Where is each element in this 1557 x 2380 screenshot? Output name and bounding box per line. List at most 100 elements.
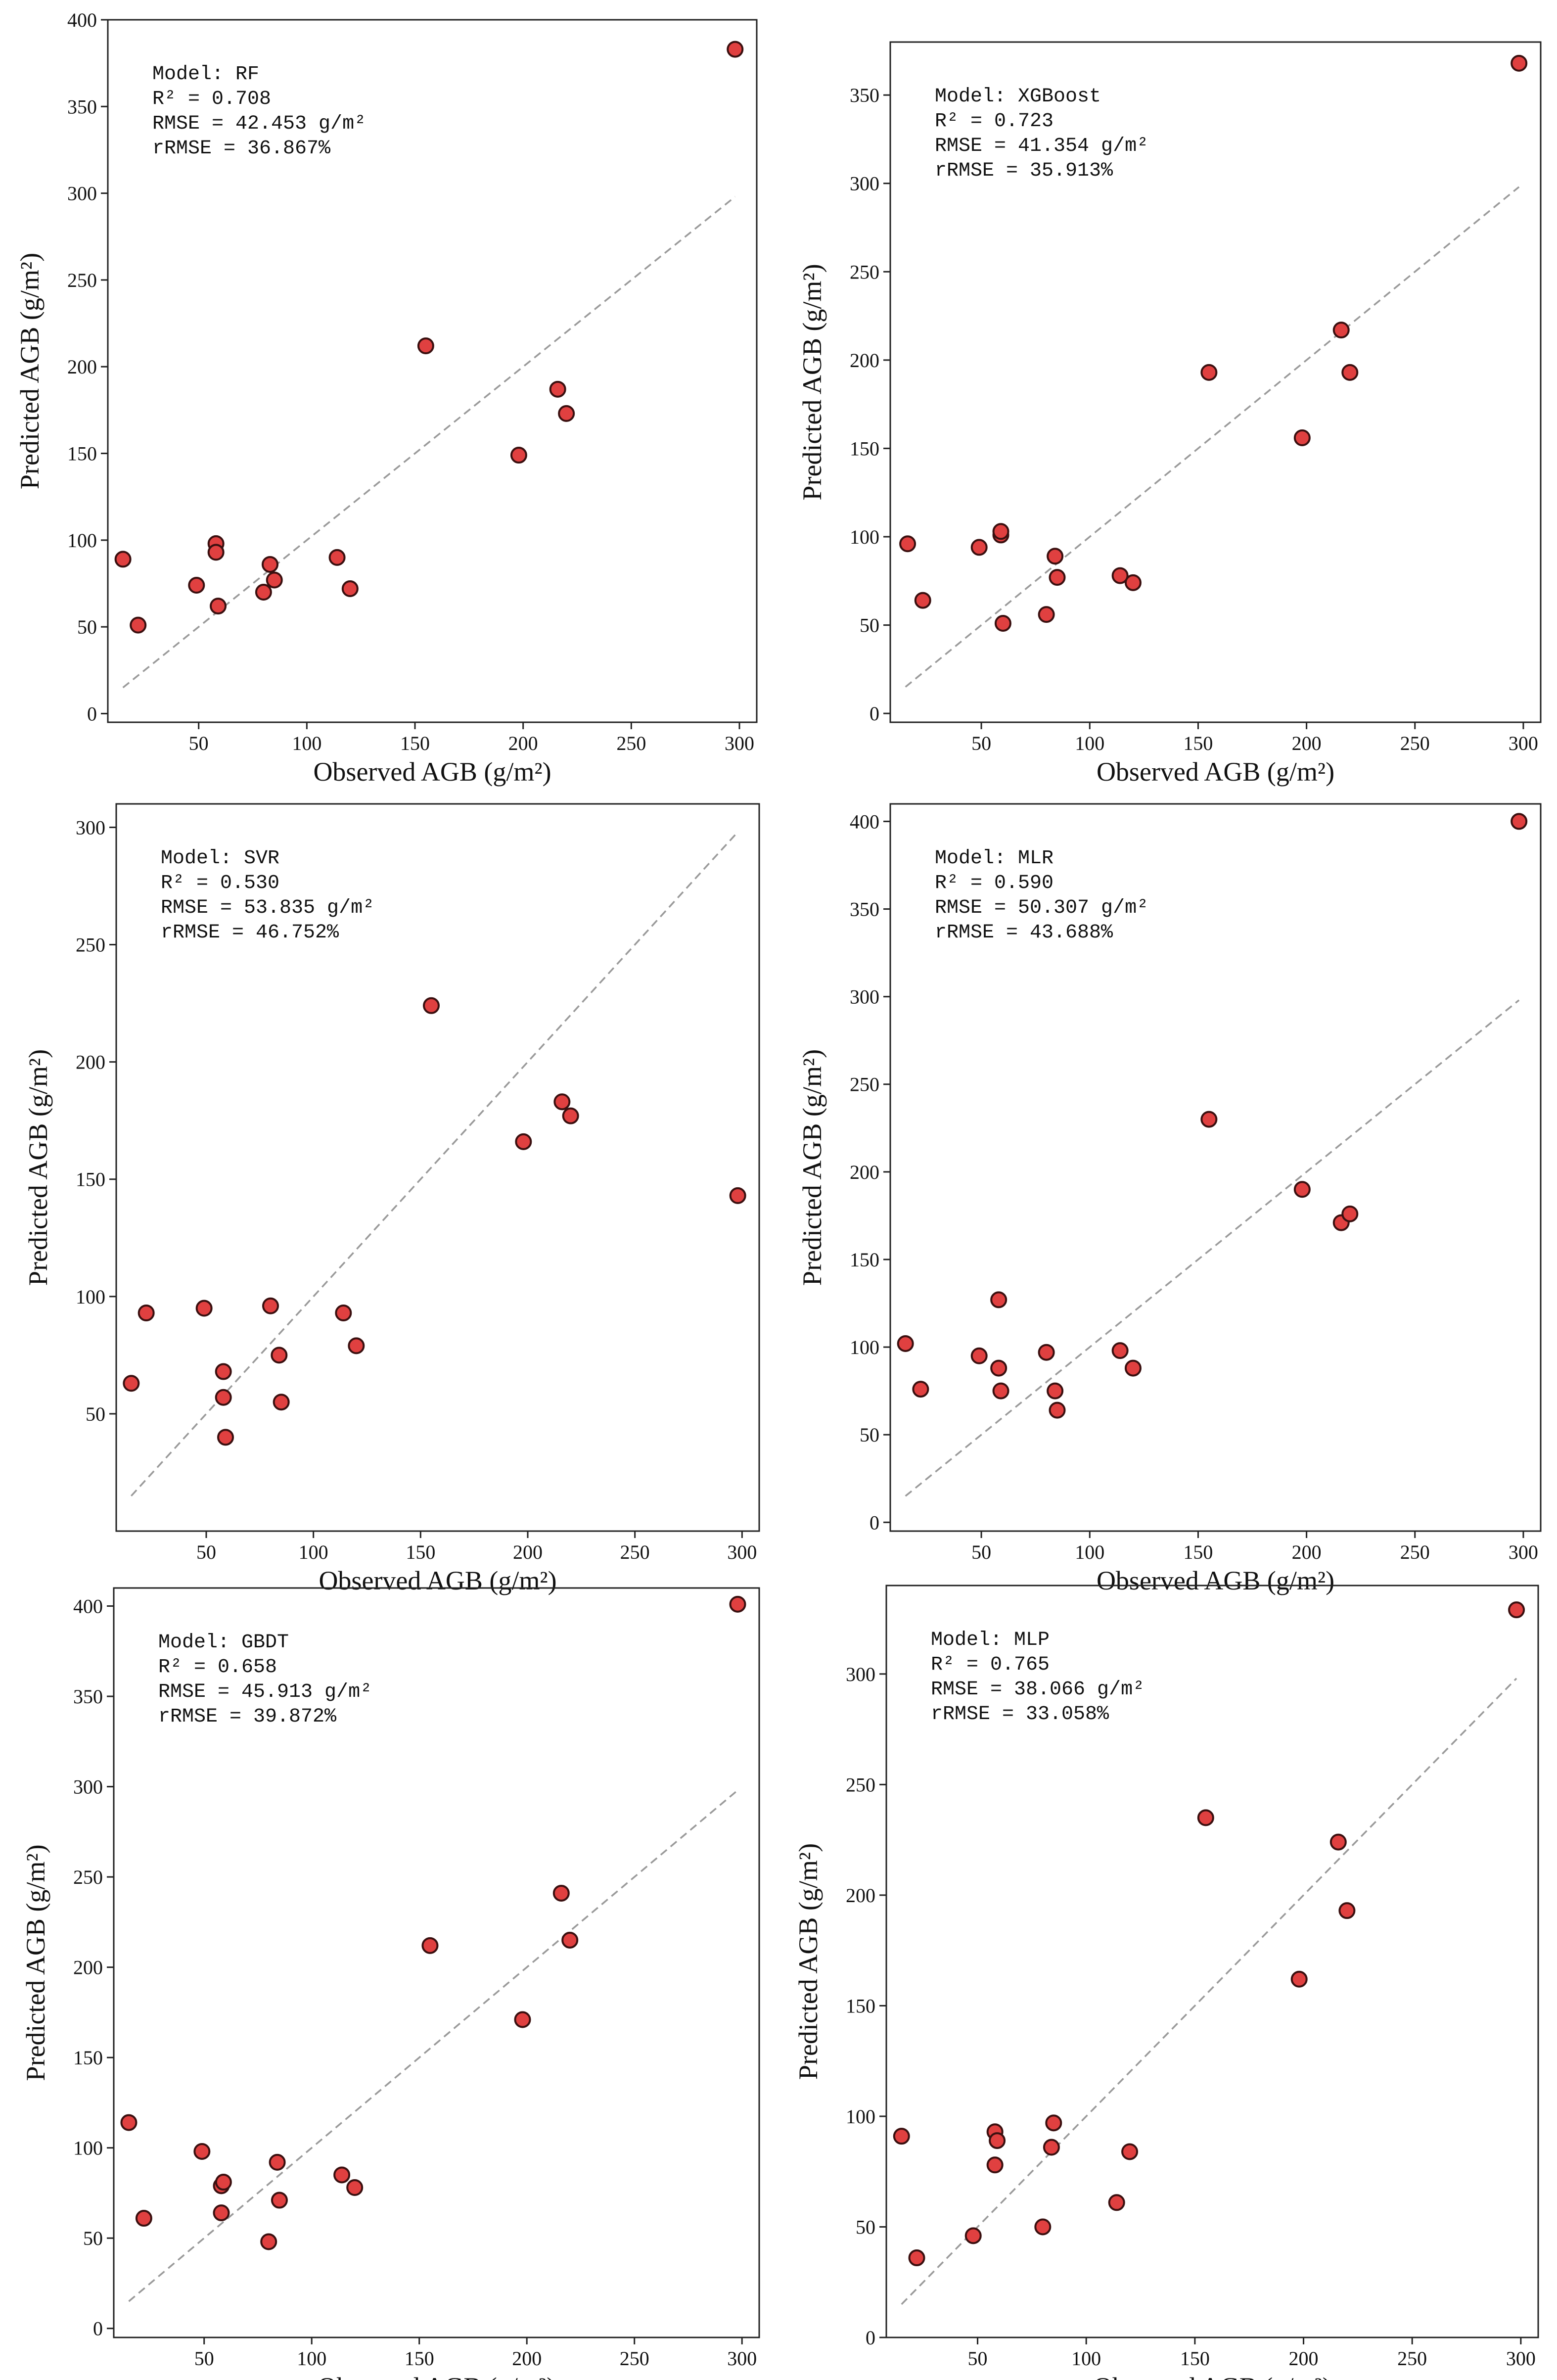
y-tick-label: 150 (67, 443, 97, 465)
data-point (271, 1347, 288, 1364)
data-point (1341, 1205, 1359, 1222)
x-tick-label: 150 (1180, 2347, 1210, 2370)
data-point (970, 539, 988, 556)
data-point (561, 1931, 579, 1949)
y-tick-label: 150 (850, 1249, 879, 1271)
y-tick-label: 0 (870, 702, 879, 725)
y-tick-label: 350 (850, 898, 879, 921)
data-point (1047, 548, 1064, 565)
data-point (1338, 1902, 1356, 1919)
x-tick-label: 100 (1075, 1541, 1104, 1563)
y-tick-label: 200 (73, 1957, 103, 1979)
x-tick-label: 50 (189, 732, 209, 754)
data-point (1290, 1970, 1308, 1988)
plot-frame (889, 41, 1542, 723)
x-tick-label: 300 (1509, 1541, 1538, 1563)
data-point (255, 584, 272, 601)
data-point (1038, 606, 1055, 623)
x-tick-label: 150 (1183, 1541, 1213, 1563)
data-point (1038, 1344, 1055, 1361)
data-point (515, 1133, 532, 1150)
annotation-line: RMSE = 42.453 g/m² (152, 113, 366, 135)
chart-mlr: 50 100 150 200 250 300 0 50 100 150 200 250 300 350 40… (797, 803, 1542, 1595)
one-to-one-line (128, 1789, 738, 2302)
y-tick-label: 50 (860, 1424, 879, 1446)
data-point (1508, 1601, 1525, 1619)
x-axis-title: Observed AGB (g/m²) (318, 2372, 555, 2380)
y-tick-label: 100 (73, 2137, 103, 2159)
x-axis-title: Observed AGB (g/m²) (1097, 1566, 1334, 1595)
data-point (421, 1937, 439, 1954)
data-point (893, 2128, 910, 2145)
data-point (1108, 2194, 1125, 2211)
y-tick-label: 0 (866, 2327, 875, 2349)
x-axis-title: Observed AGB (g/m²) (1093, 2372, 1331, 2380)
x-tick-label: 200 (1292, 1541, 1322, 1563)
y-tick-label: 0 (870, 1511, 879, 1534)
x-tick-label: 100 (299, 1541, 328, 1563)
y-tick-label: 100 (76, 1286, 105, 1308)
y-tick-label: 400 (67, 9, 97, 31)
annotation-line: Model: SVR (161, 847, 279, 870)
data-point (341, 580, 359, 598)
y-tick-label: 350 (73, 1685, 103, 1708)
data-point (333, 2166, 351, 2184)
y-tick-label: 50 (83, 2227, 103, 2249)
x-tick-label: 300 (1509, 732, 1538, 754)
y-axis-title: Predicted AGB (g/m²) (793, 1843, 823, 2080)
annotation-line: Model: MLP (931, 1629, 1050, 1651)
annotation-line: rRMSE = 43.688% (935, 922, 1113, 944)
x-tick-label: 300 (725, 732, 754, 754)
y-tick-label: 250 (73, 1866, 103, 1888)
data-point (986, 2156, 1004, 2174)
plot-frame (889, 803, 1542, 1532)
data-point (1043, 2139, 1060, 2156)
data-point (120, 2114, 137, 2131)
x-tick-label: 250 (1400, 1541, 1430, 1563)
data-point (914, 592, 931, 609)
data-point (188, 577, 205, 594)
annotation-line: rRMSE = 33.058% (931, 1703, 1109, 1726)
x-tick-label: 100 (1075, 732, 1104, 754)
x-tick-label: 300 (727, 1541, 757, 1563)
x-tick-label: 100 (292, 732, 321, 754)
y-tick-label: 200 (846, 1884, 875, 1907)
annotation-line: R² = 0.765 (931, 1654, 1050, 1676)
y-tick-label: 300 (76, 816, 105, 839)
x-tick-label: 250 (1397, 2347, 1427, 2370)
data-point (423, 997, 440, 1014)
data-point (348, 1337, 365, 1354)
annotation-line: rRMSE = 35.913% (935, 160, 1113, 182)
x-tick-label: 300 (1506, 2347, 1536, 2370)
data-point (1124, 1359, 1142, 1377)
data-point (210, 598, 227, 615)
x-tick-label: 300 (727, 2347, 757, 2370)
data-point (558, 405, 575, 422)
y-tick-label: 50 (77, 616, 97, 638)
data-point (989, 2132, 1006, 2149)
y-tick-label: 300 (850, 173, 879, 195)
x-tick-label: 250 (620, 2347, 649, 2370)
data-point (727, 41, 744, 58)
data-point (729, 1595, 746, 1613)
x-tick-label: 200 (513, 1541, 543, 1563)
data-point (215, 1389, 232, 1406)
data-point (1121, 2143, 1139, 2160)
annotation-line: RMSE = 50.307 g/m² (935, 897, 1148, 919)
x-tick-label: 50 (196, 1541, 216, 1563)
x-axis-title: Observed AGB (g/m²) (313, 757, 551, 787)
data-point (260, 2233, 277, 2250)
data-point (1124, 574, 1142, 591)
annotation-line: R² = 0.530 (161, 872, 279, 894)
plot-frame (113, 1587, 760, 2338)
annotation-line: R² = 0.708 (152, 88, 271, 110)
y-tick-label: 0 (87, 702, 97, 725)
data-point (1049, 569, 1066, 586)
y-tick-label: 300 (73, 1776, 103, 1798)
data-point (510, 447, 527, 464)
data-point (213, 2204, 230, 2222)
data-point (1332, 322, 1350, 339)
y-tick-label: 200 (76, 1051, 105, 1073)
annotation-line: Model: MLR (935, 847, 1053, 870)
data-point (123, 1375, 140, 1392)
